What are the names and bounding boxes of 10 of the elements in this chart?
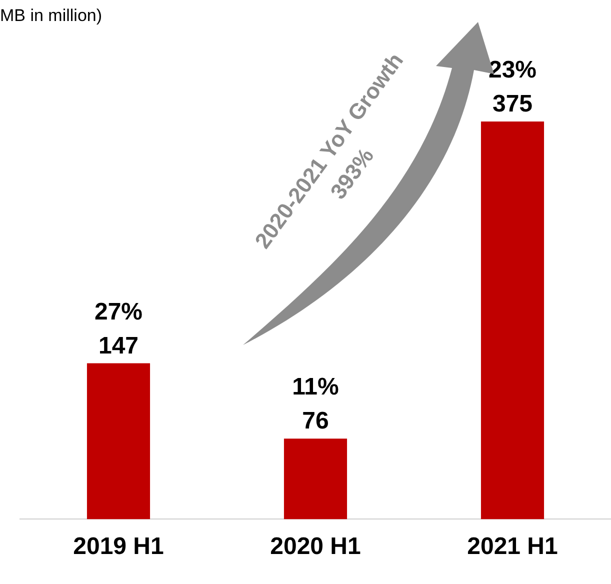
x-tick-label: 2019 H1: [73, 533, 164, 560]
data-label: 375: [492, 90, 533, 118]
annotation: 27%: [94, 298, 143, 326]
x-tick-label: 2020 H1: [270, 533, 361, 560]
x-tick-label: 2021 H1: [467, 533, 558, 560]
annotation: 23%: [488, 56, 537, 84]
data-label: 76: [302, 408, 329, 435]
annotation: 11%: [292, 374, 339, 401]
data-label: 147: [98, 332, 139, 360]
chart-title: MB in million): [0, 6, 102, 26]
